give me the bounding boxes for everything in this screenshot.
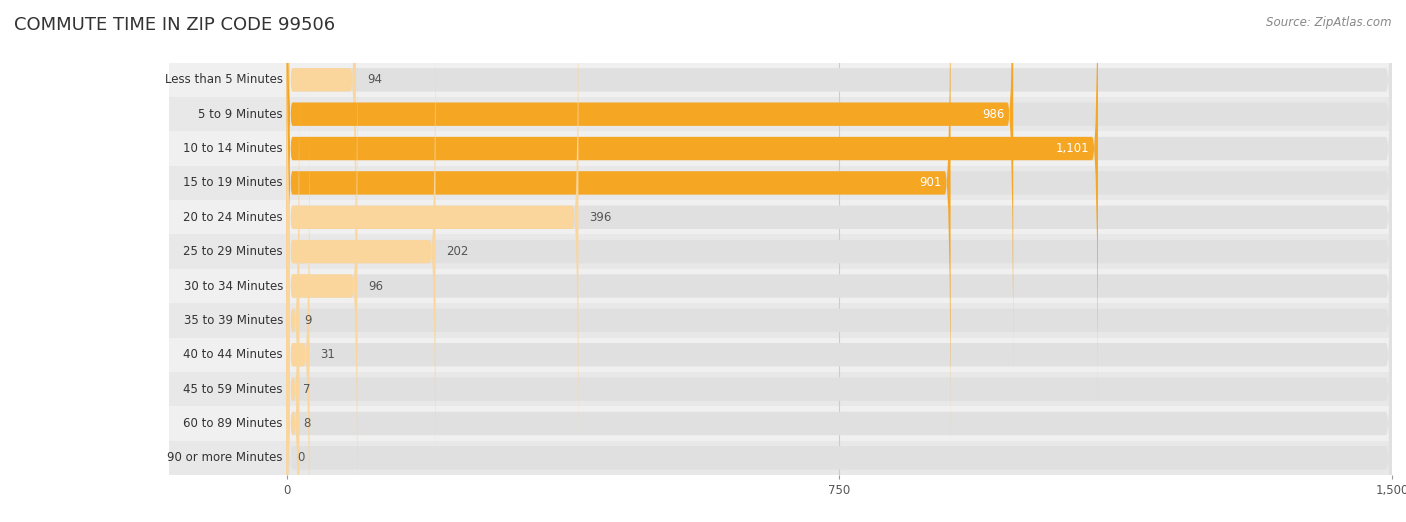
FancyBboxPatch shape xyxy=(287,0,1098,412)
Text: 5 to 9 Minutes: 5 to 9 Minutes xyxy=(198,108,283,121)
FancyBboxPatch shape xyxy=(169,166,1392,200)
Text: COMMUTE TIME IN ZIP CODE 99506: COMMUTE TIME IN ZIP CODE 99506 xyxy=(14,16,335,33)
FancyBboxPatch shape xyxy=(169,63,1392,97)
FancyBboxPatch shape xyxy=(287,91,1392,522)
Text: 60 to 89 Minutes: 60 to 89 Minutes xyxy=(183,417,283,430)
Text: 901: 901 xyxy=(920,176,942,189)
Text: 35 to 39 Minutes: 35 to 39 Minutes xyxy=(184,314,283,327)
Text: 31: 31 xyxy=(321,348,336,361)
FancyBboxPatch shape xyxy=(287,0,1392,481)
FancyBboxPatch shape xyxy=(169,441,1392,475)
FancyBboxPatch shape xyxy=(287,91,309,522)
Text: 90 or more Minutes: 90 or more Minutes xyxy=(167,452,283,465)
Text: 8: 8 xyxy=(304,417,311,430)
FancyBboxPatch shape xyxy=(287,0,578,481)
FancyBboxPatch shape xyxy=(287,0,1014,377)
Text: 10 to 14 Minutes: 10 to 14 Minutes xyxy=(183,142,283,155)
FancyBboxPatch shape xyxy=(169,132,1392,166)
Text: 96: 96 xyxy=(368,279,384,292)
Text: 20 to 24 Minutes: 20 to 24 Minutes xyxy=(183,211,283,224)
Text: 396: 396 xyxy=(589,211,612,224)
FancyBboxPatch shape xyxy=(287,23,1392,522)
FancyBboxPatch shape xyxy=(287,160,299,522)
Text: 30 to 34 Minutes: 30 to 34 Minutes xyxy=(184,279,283,292)
Text: 1,101: 1,101 xyxy=(1056,142,1090,155)
FancyBboxPatch shape xyxy=(169,338,1392,372)
FancyBboxPatch shape xyxy=(169,234,1392,269)
FancyBboxPatch shape xyxy=(287,0,1392,446)
FancyBboxPatch shape xyxy=(287,0,1392,412)
Text: 40 to 44 Minutes: 40 to 44 Minutes xyxy=(183,348,283,361)
FancyBboxPatch shape xyxy=(287,0,436,515)
FancyBboxPatch shape xyxy=(287,57,1392,522)
Text: Less than 5 Minutes: Less than 5 Minutes xyxy=(165,73,283,86)
FancyBboxPatch shape xyxy=(169,406,1392,441)
Text: 0: 0 xyxy=(298,452,305,465)
FancyBboxPatch shape xyxy=(169,269,1392,303)
Text: 45 to 59 Minutes: 45 to 59 Minutes xyxy=(183,383,283,396)
FancyBboxPatch shape xyxy=(169,303,1392,338)
FancyBboxPatch shape xyxy=(287,0,1392,377)
FancyBboxPatch shape xyxy=(287,160,1392,522)
FancyBboxPatch shape xyxy=(169,97,1392,132)
FancyBboxPatch shape xyxy=(287,0,356,343)
FancyBboxPatch shape xyxy=(287,0,1392,515)
Text: Source: ZipAtlas.com: Source: ZipAtlas.com xyxy=(1267,16,1392,29)
FancyBboxPatch shape xyxy=(169,200,1392,234)
FancyBboxPatch shape xyxy=(287,126,1392,522)
Text: 9: 9 xyxy=(304,314,312,327)
Text: 25 to 29 Minutes: 25 to 29 Minutes xyxy=(183,245,283,258)
FancyBboxPatch shape xyxy=(287,126,299,522)
FancyBboxPatch shape xyxy=(287,57,299,522)
Text: 986: 986 xyxy=(981,108,1004,121)
FancyBboxPatch shape xyxy=(287,195,1392,522)
FancyBboxPatch shape xyxy=(169,372,1392,406)
FancyBboxPatch shape xyxy=(287,23,357,522)
Text: 15 to 19 Minutes: 15 to 19 Minutes xyxy=(183,176,283,189)
Text: 7: 7 xyxy=(302,383,311,396)
FancyBboxPatch shape xyxy=(287,0,950,446)
Text: 202: 202 xyxy=(447,245,468,258)
Text: 94: 94 xyxy=(367,73,382,86)
FancyBboxPatch shape xyxy=(287,0,1392,343)
